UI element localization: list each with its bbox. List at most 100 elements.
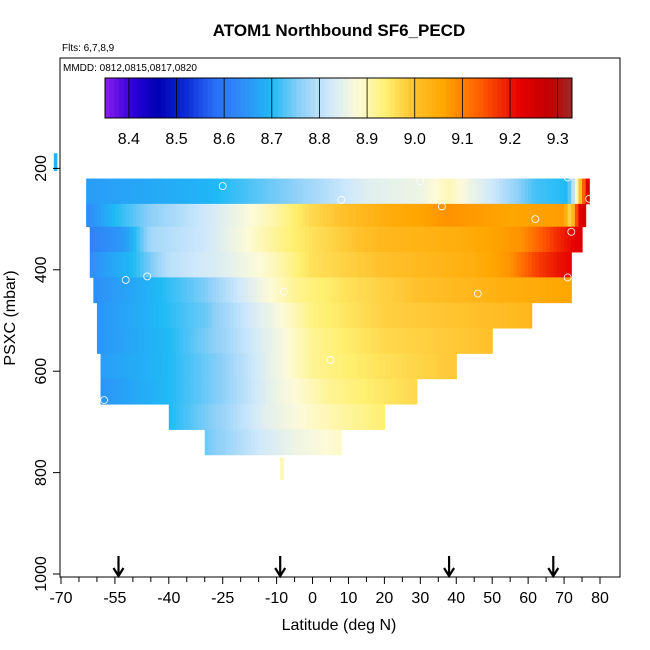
heatmap-cell <box>262 378 267 405</box>
heatmap-cell <box>255 302 260 329</box>
heatmap-cell <box>215 404 220 430</box>
heatmap-cell <box>337 302 342 329</box>
colorbar-swatch <box>394 78 400 118</box>
heatmap-cell <box>140 277 145 304</box>
heatmap-cell <box>420 203 425 228</box>
heatmap-cell <box>416 328 421 354</box>
heatmap-cell <box>265 378 271 405</box>
heatmap-cell <box>395 353 400 380</box>
heatmap-cell <box>208 429 213 456</box>
heatmap-cell <box>294 178 299 205</box>
heatmap-cell <box>370 226 375 253</box>
heatmap-cell <box>136 203 141 228</box>
colorbar-swatch <box>441 78 447 118</box>
heatmap-cell <box>398 328 403 354</box>
heatmap-cell <box>488 252 493 278</box>
heatmap-cell <box>204 353 209 380</box>
heatmap-cell <box>409 328 414 354</box>
colorbar-swatch <box>254 78 260 118</box>
heatmap-cell <box>154 302 159 329</box>
heatmap-cell <box>201 277 206 304</box>
heatmap-cell <box>154 178 159 205</box>
heatmap-cell <box>312 328 317 354</box>
heatmap-cell <box>431 328 436 354</box>
heatmap-cell <box>355 328 360 354</box>
heatmap-cell <box>179 353 184 380</box>
heatmap-cell <box>201 226 206 253</box>
heatmap-cell <box>553 252 558 278</box>
heatmap-cell <box>262 302 267 329</box>
heatmap-cell <box>373 328 378 354</box>
heatmap-cell <box>165 178 170 205</box>
heatmap-cell <box>287 178 292 205</box>
heatmap-cell <box>344 178 350 205</box>
heatmap-cell <box>287 302 292 329</box>
heatmap-cell <box>100 302 105 329</box>
heatmap-cell <box>290 404 296 430</box>
heatmap-cell <box>308 328 314 354</box>
heatmap-cell <box>337 378 342 405</box>
heatmap-cell <box>283 429 288 456</box>
heatmap-cell <box>405 277 411 304</box>
heatmap-cell <box>204 178 209 205</box>
heatmap-cell <box>319 252 324 278</box>
heatmap-cell <box>517 226 522 253</box>
heatmap-cell <box>226 277 231 304</box>
heatmap-cell <box>449 302 454 329</box>
heatmap-cell <box>283 203 288 228</box>
heatmap-cell <box>265 252 271 278</box>
heatmap-cell <box>233 178 238 205</box>
heatmap-cell <box>535 277 540 304</box>
heatmap-cell <box>226 252 231 278</box>
heatmap-cell <box>305 277 310 304</box>
heatmap-cell <box>204 226 209 253</box>
heatmap-cell <box>438 203 443 228</box>
heatmap-cell <box>402 203 407 228</box>
heatmap-cell <box>229 277 235 304</box>
heatmap-cell <box>542 203 547 228</box>
heatmap-cell <box>542 252 547 278</box>
colorbar-swatch <box>165 78 171 118</box>
heatmap-cell <box>197 353 202 380</box>
heatmap-cell <box>125 328 130 354</box>
sample-point <box>337 195 346 204</box>
heatmap-cell <box>348 277 353 304</box>
heatmap-cell <box>495 226 500 253</box>
heatmap-cell <box>373 178 378 205</box>
x-tick-label: 70 <box>555 590 573 607</box>
heatmap-cell <box>316 378 321 405</box>
heatmap-cell <box>161 252 166 278</box>
heatmap-cell <box>366 203 371 228</box>
heatmap-cell <box>323 178 328 205</box>
heatmap-cell <box>366 328 371 354</box>
heatmap-cell <box>276 226 281 253</box>
heatmap-cell <box>251 429 256 456</box>
heatmap-cell <box>298 378 303 405</box>
heatmap-cell <box>111 302 116 329</box>
heatmap-cell <box>470 302 475 329</box>
heatmap-cell <box>104 203 109 228</box>
colorbar-swatch <box>436 78 442 118</box>
heatmap-cell <box>193 404 199 430</box>
colorbar-swatch <box>361 78 368 118</box>
heatmap-cell <box>477 302 483 329</box>
heatmap-cell <box>330 429 335 456</box>
heatmap-cell <box>337 252 342 278</box>
heatmap-cell <box>273 178 278 205</box>
heatmap-cell <box>456 178 461 205</box>
heatmap-cell <box>470 252 475 278</box>
colorbar-swatch <box>366 78 372 118</box>
heatmap-cell <box>193 203 199 228</box>
heatmap-cell <box>413 353 418 380</box>
heatmap-cell <box>118 328 123 354</box>
dates-note: MMDD: 0812,0815,0817,0820 <box>63 63 197 74</box>
heatmap-cell <box>366 378 371 405</box>
heatmap-cell <box>222 353 227 380</box>
x-tick-label: 10 <box>340 590 358 607</box>
heatmap-cell <box>409 277 414 304</box>
heatmap-cell <box>193 328 199 354</box>
heatmap-cell <box>510 277 515 304</box>
heatmap-cell <box>179 226 184 253</box>
heatmap-cell <box>413 252 418 278</box>
heatmap-cell <box>502 203 508 228</box>
